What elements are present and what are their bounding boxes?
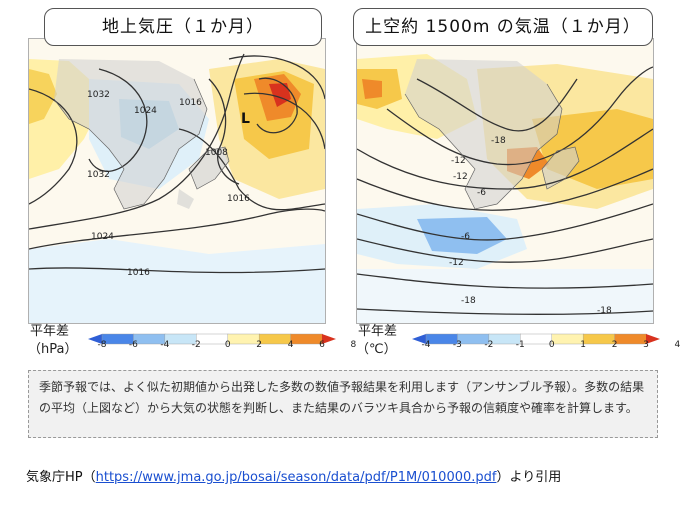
scale-arrow-low	[412, 334, 426, 344]
scale-tick-label: -2	[191, 340, 201, 350]
left-scale-prefix: 平年差	[30, 324, 70, 339]
low-pressure-marker: L	[241, 111, 250, 127]
scale-tick-label: -8	[97, 340, 107, 350]
contour-label: -6	[477, 188, 486, 198]
isotherm--6	[357, 168, 653, 211]
contour-label: 1016	[179, 98, 202, 108]
contour-label: 1016	[227, 194, 250, 204]
right-scale-prefix: 平年差	[358, 324, 398, 339]
contour-label: -6	[461, 232, 470, 242]
citation-prefix: 気象庁HP（	[26, 470, 96, 485]
left-color-scale	[88, 333, 336, 345]
scale-tick-label: 6	[319, 340, 325, 350]
surface-pressure-map-canvas: 1032 1024 1016 1008 1032 1016 1024 1016 …	[29, 39, 325, 323]
scale-tick-label: -2	[484, 340, 494, 350]
scale-tick-label: 2	[256, 340, 262, 350]
scale-tick-label: -4	[160, 340, 170, 350]
scale-tick-label: -4	[421, 340, 431, 350]
contour-label: -18	[597, 306, 612, 316]
scale-tick-label: 3	[643, 340, 649, 350]
contour-label: 1032	[87, 90, 110, 100]
isobar-1024-inner	[88, 68, 148, 172]
isobar-1016-south	[29, 267, 325, 274]
scale-tick-label: 8	[350, 340, 357, 350]
negative-anomaly-area-south	[29, 239, 325, 323]
scale-arrow-high	[646, 334, 660, 344]
contour-label: 1016	[127, 268, 150, 278]
citation: 気象庁HP（https://www.jma.go.jp/bosai/season…	[26, 466, 561, 485]
scale-tick-label: 0	[224, 340, 231, 350]
contour-label: -12	[449, 258, 464, 268]
scale-tick-label: -1	[515, 340, 525, 350]
surface-pressure-title: 地上気圧（１か月）	[44, 8, 322, 46]
surface-pressure-map: 1032 1024 1016 1008 1032 1016 1024 1016 …	[28, 38, 326, 324]
left-scale-unit: （hPa）	[28, 342, 78, 357]
scale-tick-label: -6	[128, 340, 138, 350]
temperature-850-map: -18 -12 -12 -6 -6 -12 -18 -18	[356, 38, 654, 324]
ensemble-note-box: 季節予報では、よく似た初期値から出発した多数の数値予報結果を利用します（アンサン…	[28, 370, 658, 438]
contour-label: -12	[453, 172, 468, 182]
temperature-850-title: 上空約 1500m の気温（１か月）	[353, 8, 653, 46]
right-scale-unit: （℃）	[356, 342, 397, 357]
scale-arrow-low	[88, 334, 102, 344]
scale-arrow-high	[322, 334, 336, 344]
landmass	[405, 59, 562, 209]
contour-label: 1032	[87, 170, 110, 180]
contour-label: 1024	[134, 106, 157, 116]
landmass	[54, 59, 207, 209]
isotherm--18-south	[357, 273, 653, 289]
contour-label: 1024	[91, 232, 114, 242]
right-color-scale	[412, 333, 660, 345]
citation-suffix: ）より引用	[496, 470, 562, 485]
contour-label: -12	[451, 156, 466, 166]
ensemble-note-text: 季節予報では、よく似た初期値から出発した多数の数値予報結果を利用します（アンサン…	[39, 380, 645, 415]
scale-tick-label: 4	[287, 340, 294, 350]
isotherm--18	[416, 78, 578, 132]
contour-label: -18	[461, 296, 476, 306]
scale-tick-label: -3	[452, 340, 462, 350]
scale-tick-label: 1	[580, 340, 586, 350]
isotherm--12	[386, 66, 653, 166]
scale-tick-label: 2	[611, 340, 618, 350]
scale-tick-label: 4	[674, 340, 681, 350]
citation-link[interactable]: https://www.jma.go.jp/bosai/season/data/…	[95, 470, 497, 485]
scale-tick-label: 0	[548, 340, 555, 350]
contour-label: 1008	[205, 148, 228, 158]
contour-label: -18	[491, 136, 506, 146]
temperature-850-map-canvas: -18 -12 -12 -6 -6 -12 -18 -18	[357, 39, 653, 323]
